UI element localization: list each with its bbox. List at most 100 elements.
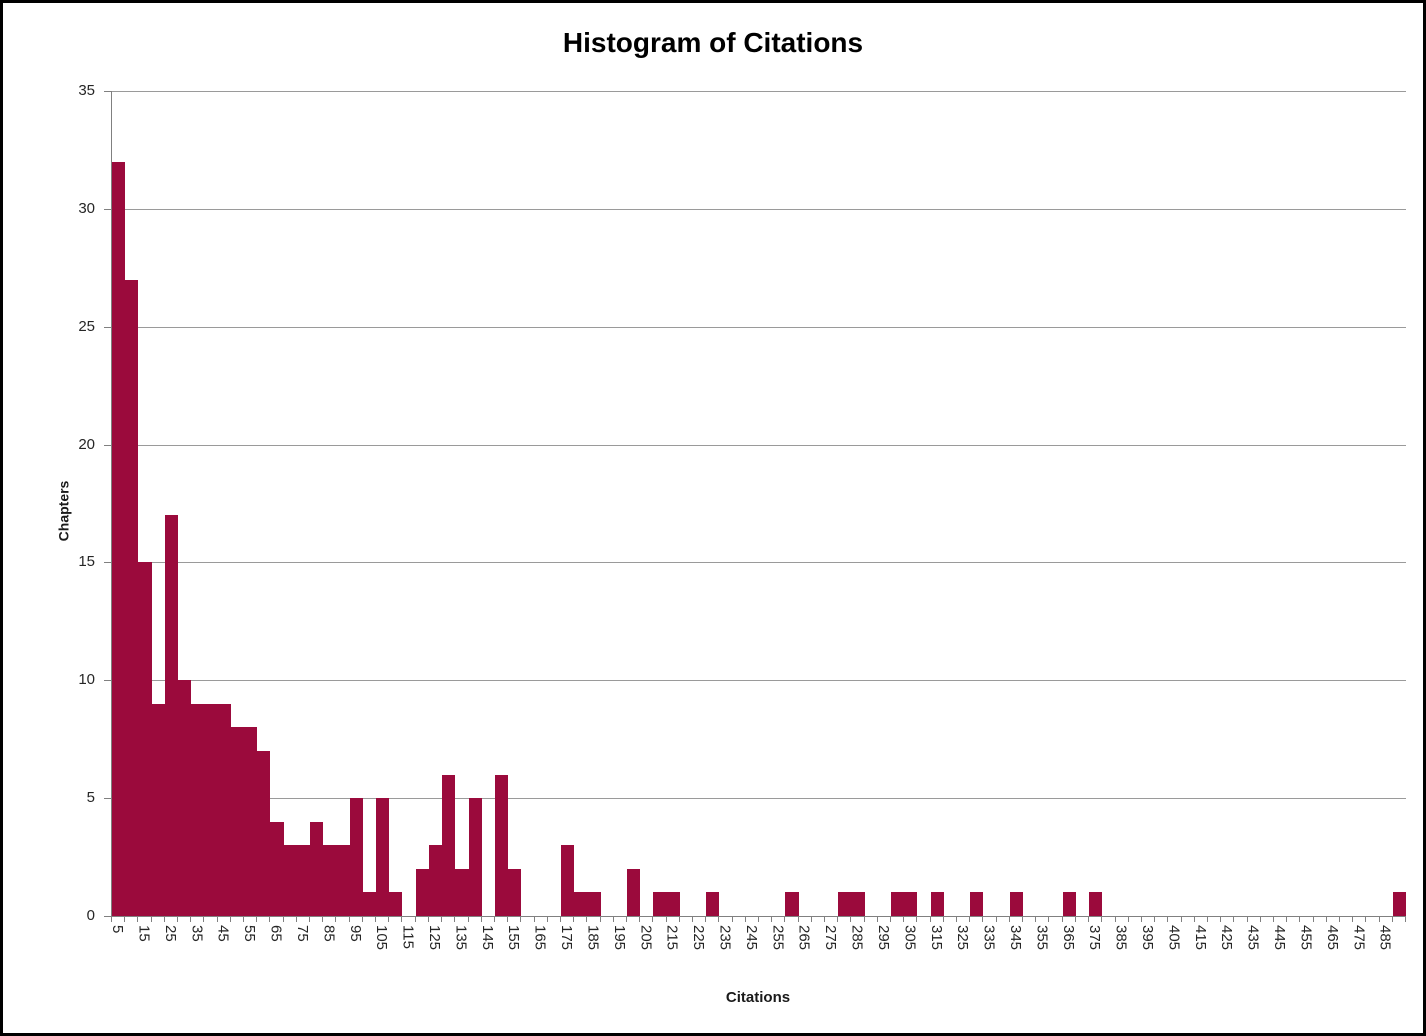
x-axis-tick xyxy=(1088,917,1089,922)
y-axis-tick-label: 10 xyxy=(78,671,95,689)
x-axis-tick xyxy=(1352,917,1353,922)
histogram-bar xyxy=(112,161,125,916)
x-axis-tick xyxy=(177,917,178,922)
x-axis-tick-label: 335 xyxy=(980,925,998,951)
x-axis-tick xyxy=(798,917,799,922)
y-axis-tick xyxy=(104,208,111,210)
x-axis-tick xyxy=(1379,917,1380,922)
x-axis-tick xyxy=(903,917,904,922)
x-axis-tick xyxy=(745,917,746,922)
x-axis-tick-label: 485 xyxy=(1376,925,1394,951)
x-axis-tick xyxy=(468,917,469,922)
x-axis-tick-label: 25 xyxy=(161,925,179,942)
histogram-bar xyxy=(1010,892,1023,916)
h-gridline xyxy=(112,562,1406,564)
x-axis-tick-label: 235 xyxy=(716,925,734,951)
y-axis-tick xyxy=(104,916,111,917)
histogram-bar xyxy=(231,727,244,916)
x-axis-tick xyxy=(956,917,957,922)
x-axis-tick xyxy=(217,917,218,922)
x-axis-tick-label: 425 xyxy=(1218,925,1236,951)
x-axis-tick-label: 85 xyxy=(320,925,338,942)
histogram-bar xyxy=(152,703,165,916)
x-axis-tick xyxy=(547,917,548,922)
x-axis-tick-label: 385 xyxy=(1112,925,1130,951)
x-axis-tick-label: 185 xyxy=(584,925,602,951)
x-axis-tick-label: 55 xyxy=(241,925,259,942)
x-axis-tick xyxy=(441,917,442,922)
x-axis-tick xyxy=(1220,917,1221,922)
histogram-bar xyxy=(587,892,601,916)
histogram-bar xyxy=(495,774,508,916)
x-axis-tick-label: 475 xyxy=(1350,925,1368,951)
x-axis-tick xyxy=(322,917,323,922)
histogram-bar xyxy=(257,751,270,916)
histogram-bar xyxy=(416,868,429,916)
histogram-bar xyxy=(785,892,799,916)
y-axis-tick xyxy=(104,798,111,800)
x-axis-tick xyxy=(137,917,138,922)
y-axis-tick-label: 0 xyxy=(86,907,95,924)
y-axis-tick-label: 15 xyxy=(78,553,95,571)
x-axis-tick xyxy=(481,917,482,922)
x-axis-tick xyxy=(1075,917,1076,922)
x-axis-tick-label: 145 xyxy=(478,925,496,951)
histogram-bar xyxy=(389,892,402,916)
x-axis-tick xyxy=(1365,917,1366,922)
x-axis-tick xyxy=(626,917,627,922)
x-axis-tick xyxy=(705,917,706,922)
y-axis-tick-label: 25 xyxy=(78,317,95,335)
histogram-bar xyxy=(350,798,363,916)
histogram-bar xyxy=(667,892,680,916)
x-axis-tick xyxy=(1154,917,1155,922)
x-axis-tick xyxy=(1233,917,1234,922)
x-axis-tick xyxy=(864,917,865,922)
x-axis-tick xyxy=(1273,917,1274,922)
x-axis-title: Citations xyxy=(725,989,791,1006)
x-axis-tick xyxy=(930,917,931,922)
x-axis-tick-label: 115 xyxy=(399,925,417,949)
x-axis-tick xyxy=(230,917,231,922)
x-axis-tick-label: 285 xyxy=(848,925,866,951)
histogram-bar xyxy=(627,868,640,916)
histogram-bar xyxy=(191,703,204,916)
x-axis-tick xyxy=(1405,917,1406,922)
x-axis-tick xyxy=(362,917,363,922)
h-gridline xyxy=(112,680,1406,682)
x-axis-tick xyxy=(111,917,112,922)
x-axis-tick xyxy=(1392,917,1393,922)
histogram-bar xyxy=(336,845,350,916)
y-axis-tick xyxy=(104,326,111,328)
x-axis-tick-label: 165 xyxy=(531,925,549,951)
y-axis-tick-label: 20 xyxy=(78,435,95,453)
x-axis-tick-label: 455 xyxy=(1297,925,1315,951)
histogram-bar xyxy=(138,562,152,916)
histogram-bar xyxy=(310,821,323,916)
x-axis-tick xyxy=(1207,917,1208,922)
histogram-bar xyxy=(706,892,719,916)
histogram-bar xyxy=(455,868,469,916)
x-axis-tick xyxy=(639,917,640,922)
histogram-bar xyxy=(297,845,310,916)
h-gridline xyxy=(112,444,1406,446)
x-axis-tick xyxy=(401,917,402,922)
x-axis-tick xyxy=(1286,917,1287,922)
histogram-bar xyxy=(165,515,178,916)
x-axis-tick xyxy=(1048,917,1049,922)
histogram-bar xyxy=(218,703,231,916)
x-axis-tick xyxy=(560,917,561,922)
x-axis-tick-label: 15 xyxy=(135,925,153,942)
h-gridline xyxy=(112,208,1406,210)
x-axis-tick xyxy=(600,917,601,922)
x-axis-tick xyxy=(256,917,257,922)
x-axis-tick-label: 105 xyxy=(373,925,391,951)
x-axis-tick xyxy=(1022,917,1023,922)
x-axis-tick xyxy=(784,917,785,922)
x-axis-tick xyxy=(1009,917,1010,922)
x-axis-tick-label: 95 xyxy=(346,925,364,942)
x-axis-tick xyxy=(969,917,970,922)
x-axis-tick xyxy=(349,917,350,922)
x-axis-tick xyxy=(732,917,733,922)
x-axis-tick-label: 35 xyxy=(188,925,206,942)
x-axis-tick xyxy=(388,917,389,922)
